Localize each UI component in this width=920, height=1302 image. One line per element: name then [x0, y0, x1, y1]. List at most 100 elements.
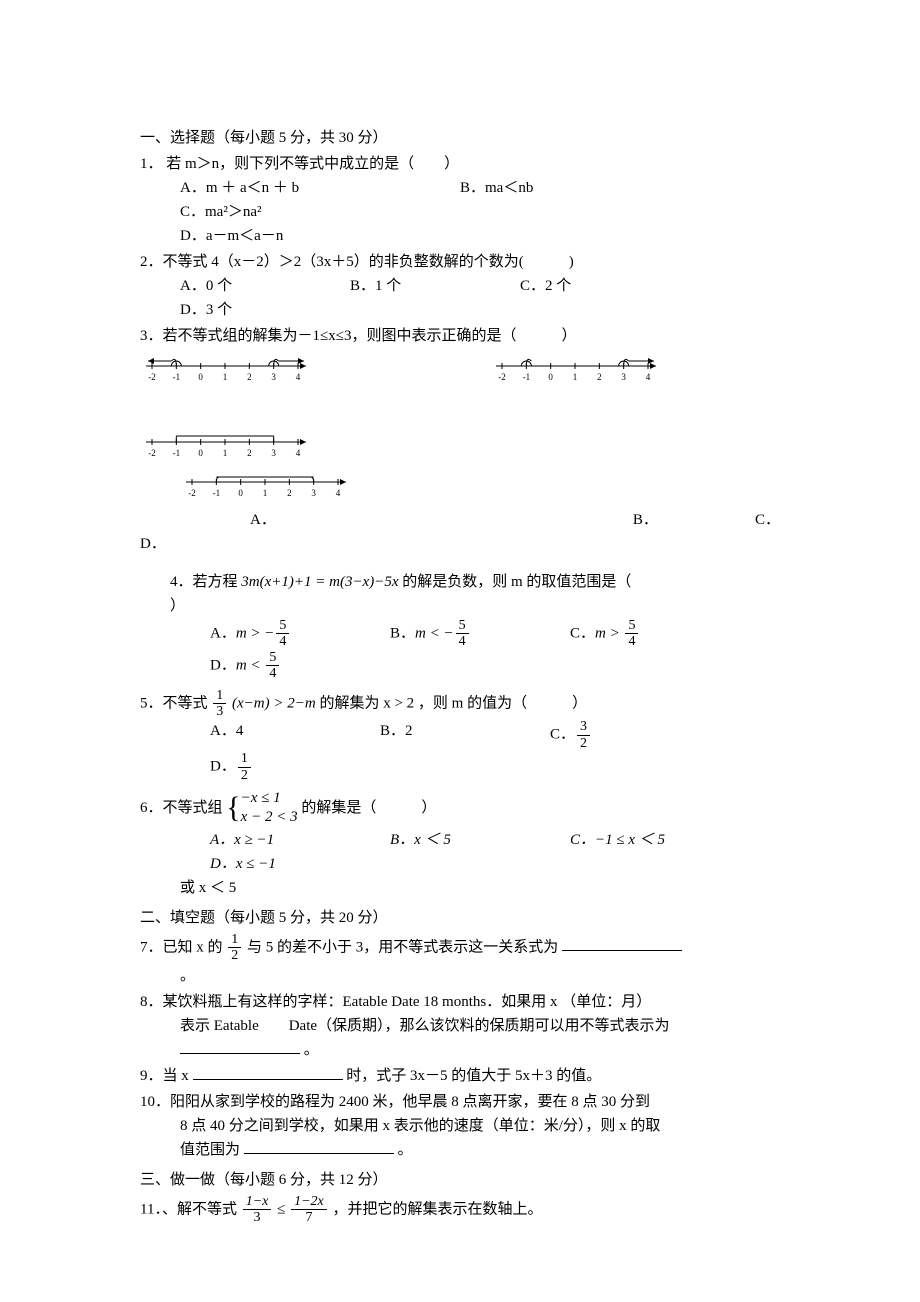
q11-pre: 11．、解不等式	[140, 1201, 237, 1217]
q3-labD: D．	[140, 536, 166, 552]
q5-optC: C．32	[550, 719, 680, 751]
q8: 8．某饮料瓶上有这样的字样：Eatable Date 18 months．如果用…	[140, 990, 780, 1062]
svg-text:-2: -2	[188, 488, 196, 498]
svg-text:-2: -2	[148, 448, 156, 458]
q4-optB: B．m < −54	[390, 618, 530, 650]
q5-mid1: (x−m) > 2−m	[232, 695, 316, 711]
q6: 6．不等式组 { −x ≤ 1 x − 2 < 3 的解集是（ ） A．x ≥ …	[140, 789, 780, 900]
q7: 7．已知 x 的 12 与 5 的差不小于 3，用不等式表示这一关系式为 。	[140, 932, 780, 988]
q5-optB: B．2	[380, 719, 510, 751]
q6-optA: A．x ≥ −1	[210, 828, 350, 852]
q2-stem: 2．不等式 4（x－2）＞2（3x＋5）的非负整数解的个数为( )	[140, 250, 780, 274]
q5-mid2: 的解集为 x > 2 ，则 m 的值为（ ）	[319, 695, 587, 711]
svg-text:4: 4	[296, 448, 301, 458]
q2-optC: C．2 个	[520, 274, 650, 298]
q9-blank	[193, 1064, 343, 1080]
q5: 5．不等式 13 (x−m) > 2−m 的解集为 x > 2 ，则 m 的值为…	[140, 688, 780, 783]
q5-pre: 5．不等式	[140, 695, 208, 711]
q7-end: 。	[180, 968, 195, 984]
q10-l2: 8 点 40 分之间到学校，如果用 x 表示他的速度（单位：米/分），则 x 的…	[140, 1114, 780, 1138]
q11-post: ，并把它的解集表示在数轴上。	[333, 1201, 543, 1217]
q7-blank	[562, 935, 682, 951]
q6-brace: { −x ≤ 1 x − 2 < 3	[226, 789, 297, 828]
q3-labB: B．	[633, 508, 658, 532]
svg-text:0: 0	[238, 488, 243, 498]
q1: 1． 若 m＞n，则下列不等式中成立的是（ ） A．m ＋ a＜n ＋ b B．…	[140, 152, 780, 248]
svg-text:1: 1	[573, 372, 578, 382]
numberline-C: -2 -1 0 1 2 3 4	[140, 428, 310, 464]
q1-optB: B．ma＜nb	[460, 176, 610, 200]
q4: 4．若方程 3m(x+1)+1 = m(3−x)−5x 的解是负数，则 m 的取…	[140, 570, 780, 682]
q4-optD: D．m < 54	[210, 650, 281, 682]
q10-l3: 值范围为	[180, 1142, 240, 1158]
svg-text:1: 1	[263, 488, 268, 498]
q5-optD: D．12	[210, 751, 253, 783]
q3-numberlines: -2 -1 0 1 2 3 4 -2 -1 0 1 2 3 4 -2 -1 0 1 2 3 4	[140, 352, 780, 464]
q8-l1: 8．某饮料瓶上有这样的字样：Eatable Date 18 months．如果用…	[140, 990, 780, 1014]
q4-post: 的解是负数，则 m 的取值范围是（	[402, 574, 631, 590]
section-2-title: 二、填空题（每小题 5 分，共 20 分）	[140, 906, 780, 930]
q6-optC: C．−1 ≤ x ＜ 5	[570, 828, 710, 852]
svg-text:-1: -1	[173, 448, 181, 458]
q4-optA: A．m > −54	[210, 618, 350, 650]
q11: 11．、解不等式 1−x3 ≤ 1−2x7 ，并把它的解集表示在数轴上。	[140, 1194, 780, 1226]
svg-text:4: 4	[646, 372, 651, 382]
numberline-A: -2 -1 0 1 2 3 4	[140, 352, 310, 388]
q2-optD: D．3 个	[180, 298, 232, 322]
q7-pre: 7．已知 x 的	[140, 939, 223, 955]
svg-text:2: 2	[287, 488, 292, 498]
q1-optD: D．a－m＜a－n	[180, 228, 283, 244]
svg-text:1: 1	[223, 448, 228, 458]
q3-stem: 3．若不等式组的解集为－1≤x≤3，则图中表示正确的是（ ）	[140, 324, 780, 348]
svg-text:-1: -1	[173, 372, 181, 382]
q6-optB: B．x ＜ 5	[390, 828, 530, 852]
q8-l2: 表示 Eatable Date（保质期），那么该饮料的保质期可以用不等式表示为	[140, 1014, 780, 1038]
svg-text:3: 3	[621, 372, 626, 382]
q2-optA: A．0 个	[180, 274, 310, 298]
q10-l1: 10．阳阳从家到学校的路程为 2400 米，他早晨 8 点离开家，要在 8 点 …	[140, 1090, 780, 1114]
q10-end: 。	[398, 1142, 413, 1158]
section-1-title: 一、选择题（每小题 5 分，共 30 分）	[140, 126, 780, 150]
numberline-D: -2-101234	[180, 468, 350, 504]
svg-text:0: 0	[198, 448, 203, 458]
q11-rel: ≤	[277, 1201, 289, 1217]
q5-optA: A．4	[210, 719, 340, 751]
q9: 9．当 x 时，式子 3x－5 的值大于 5x＋3 的值。	[140, 1064, 780, 1088]
svg-text:3: 3	[311, 488, 316, 498]
q4-optC: C．m > 54	[570, 618, 710, 650]
q3-labC: C．	[755, 508, 780, 532]
numberline-B: -2-101234	[490, 352, 660, 388]
q7-post: 与 5 的差不小于 3，用不等式表示这一关系式为	[247, 939, 558, 955]
svg-text:3: 3	[271, 448, 276, 458]
q10-blank	[244, 1138, 394, 1154]
q8-blank	[180, 1038, 300, 1054]
q8-end: 。	[304, 1042, 319, 1058]
section-3-title: 三、做一做（每小题 6 分，共 12 分）	[140, 1168, 780, 1192]
q3-labA: A．	[250, 508, 276, 532]
svg-text:-2: -2	[498, 372, 506, 382]
q4-expr: 3m(x+1)+1 = m(3−x)−5x	[241, 574, 398, 590]
q10: 10．阳阳从家到学校的路程为 2400 米，他早晨 8 点离开家，要在 8 点 …	[140, 1090, 780, 1162]
svg-text:0: 0	[548, 372, 553, 382]
q9-pre: 9．当 x	[140, 1068, 189, 1084]
svg-text:0: 0	[198, 372, 203, 382]
q2-optB: B．1 个	[350, 274, 480, 298]
svg-text:-1: -1	[213, 488, 221, 498]
q3: 3．若不等式组的解集为－1≤x≤3，则图中表示正确的是（ ） -2 -1 0 1 2 3 4…	[140, 324, 780, 556]
q6-post: 的解集是（ ）	[301, 800, 436, 816]
q4-pre: 4．若方程	[170, 574, 241, 590]
q2: 2．不等式 4（x－2）＞2（3x＋5）的非负整数解的个数为( ) A．0 个 …	[140, 250, 780, 322]
q6-pre: 6．不等式组	[140, 800, 223, 816]
svg-text:4: 4	[296, 372, 301, 382]
q1-optA: A．m ＋ a＜n ＋ b	[180, 176, 410, 200]
svg-text:-2: -2	[148, 372, 156, 382]
svg-text:-1: -1	[523, 372, 531, 382]
svg-text:3: 3	[271, 372, 276, 382]
q4-post2: ）	[140, 594, 780, 618]
svg-text:2: 2	[247, 372, 252, 382]
q9-post: 时，式子 3x－5 的值大于 5x＋3 的值。	[346, 1068, 601, 1084]
svg-text:2: 2	[247, 448, 252, 458]
q6-tail: 或 x ＜ 5	[180, 880, 236, 896]
q1-optC: C．ma²＞na²	[180, 200, 261, 224]
svg-text:1: 1	[223, 372, 228, 382]
